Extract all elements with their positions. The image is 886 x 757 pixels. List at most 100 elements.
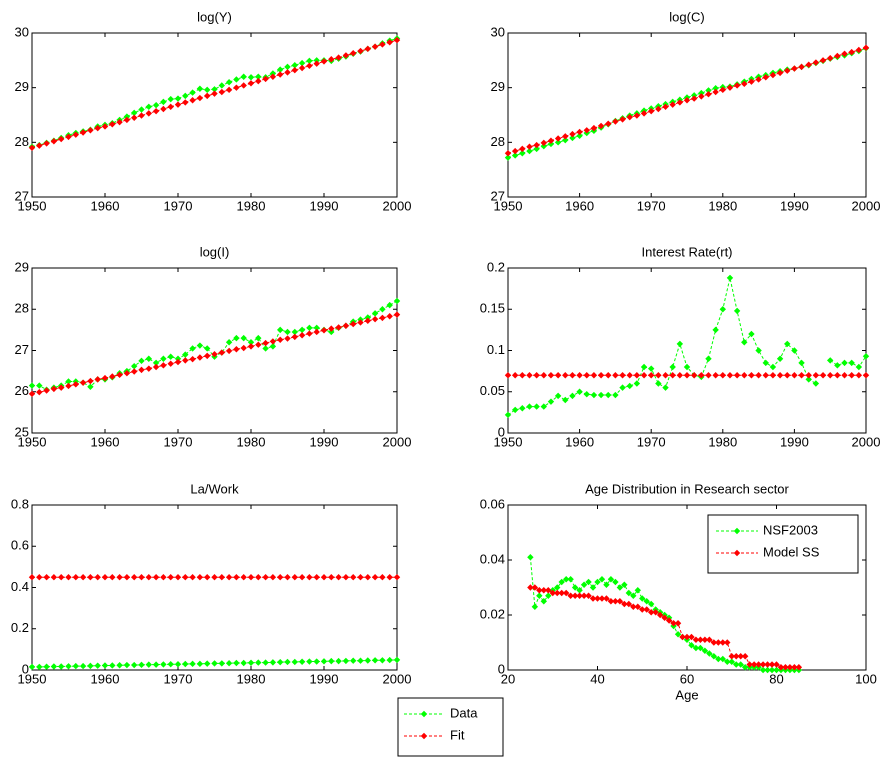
point (562, 133, 569, 140)
chart-title: Age Distribution in Research sector (585, 481, 789, 496)
point (240, 334, 247, 342)
point (733, 82, 741, 89)
point (576, 128, 583, 136)
point (504, 411, 512, 419)
point (306, 324, 313, 332)
point (189, 89, 196, 96)
point (269, 338, 277, 345)
point (583, 127, 590, 134)
point (784, 372, 791, 379)
point (28, 382, 36, 389)
point (43, 140, 50, 147)
axes-box (31, 267, 398, 434)
point (349, 50, 357, 57)
point (152, 661, 160, 668)
point (683, 372, 691, 379)
x-tick-label: 1990 (310, 198, 339, 213)
point (101, 573, 109, 581)
point (669, 363, 676, 371)
point (269, 659, 277, 666)
point (855, 372, 863, 379)
point (138, 112, 145, 119)
point (43, 387, 50, 394)
point (634, 587, 641, 594)
point (755, 372, 762, 379)
point (633, 380, 641, 387)
point (848, 372, 855, 379)
x-tick-label: 1980 (708, 198, 737, 213)
point (647, 600, 655, 608)
point (639, 595, 646, 602)
point (634, 603, 641, 610)
point (262, 659, 269, 666)
point (79, 129, 87, 136)
point (284, 335, 291, 342)
legend-marker (420, 732, 428, 740)
point (174, 358, 182, 366)
point (655, 105, 662, 113)
point (189, 345, 196, 352)
point (504, 372, 512, 379)
point (597, 391, 605, 399)
point (762, 359, 769, 367)
point (625, 589, 633, 597)
point (848, 359, 855, 367)
point (379, 314, 386, 322)
point (364, 573, 372, 581)
x-tick-label: 1980 (237, 198, 266, 213)
point (616, 598, 624, 605)
point (773, 666, 780, 674)
y-tick-label: 28 (15, 134, 29, 149)
y-tick-label: 29 (491, 79, 505, 94)
point (50, 138, 58, 145)
point (748, 330, 755, 338)
point (652, 609, 659, 616)
point (167, 360, 174, 367)
point (203, 86, 211, 94)
axes-box (507, 267, 867, 434)
point (174, 661, 182, 668)
point (284, 573, 291, 581)
point (65, 382, 72, 390)
x-tick-label: 1950 (494, 198, 523, 213)
point (189, 573, 196, 581)
point (255, 341, 262, 348)
point (393, 297, 401, 305)
point (174, 95, 182, 102)
point (255, 573, 262, 581)
point (706, 650, 713, 657)
x-tick-label: 1970 (164, 434, 193, 449)
point (313, 658, 320, 665)
point (182, 357, 189, 364)
point (755, 76, 762, 83)
point (655, 380, 662, 387)
point (291, 66, 299, 74)
y-tick-label: 0 (498, 661, 505, 676)
point (580, 581, 588, 588)
point (211, 90, 218, 97)
point (805, 376, 812, 383)
axes-box (31, 504, 398, 671)
point (639, 606, 646, 613)
point (182, 99, 189, 106)
point (160, 362, 167, 369)
point (782, 664, 789, 671)
point (335, 573, 342, 581)
point (533, 403, 540, 410)
point (630, 592, 637, 599)
point (776, 372, 784, 379)
point (676, 340, 684, 348)
point (393, 656, 401, 664)
point (87, 127, 94, 134)
point (769, 363, 777, 371)
point (540, 403, 548, 410)
point (247, 80, 255, 87)
point (862, 353, 870, 360)
point (605, 372, 612, 379)
point (203, 92, 211, 100)
point (247, 659, 255, 666)
point (661, 614, 668, 621)
point (116, 573, 123, 581)
point (225, 573, 233, 581)
point (607, 598, 615, 605)
